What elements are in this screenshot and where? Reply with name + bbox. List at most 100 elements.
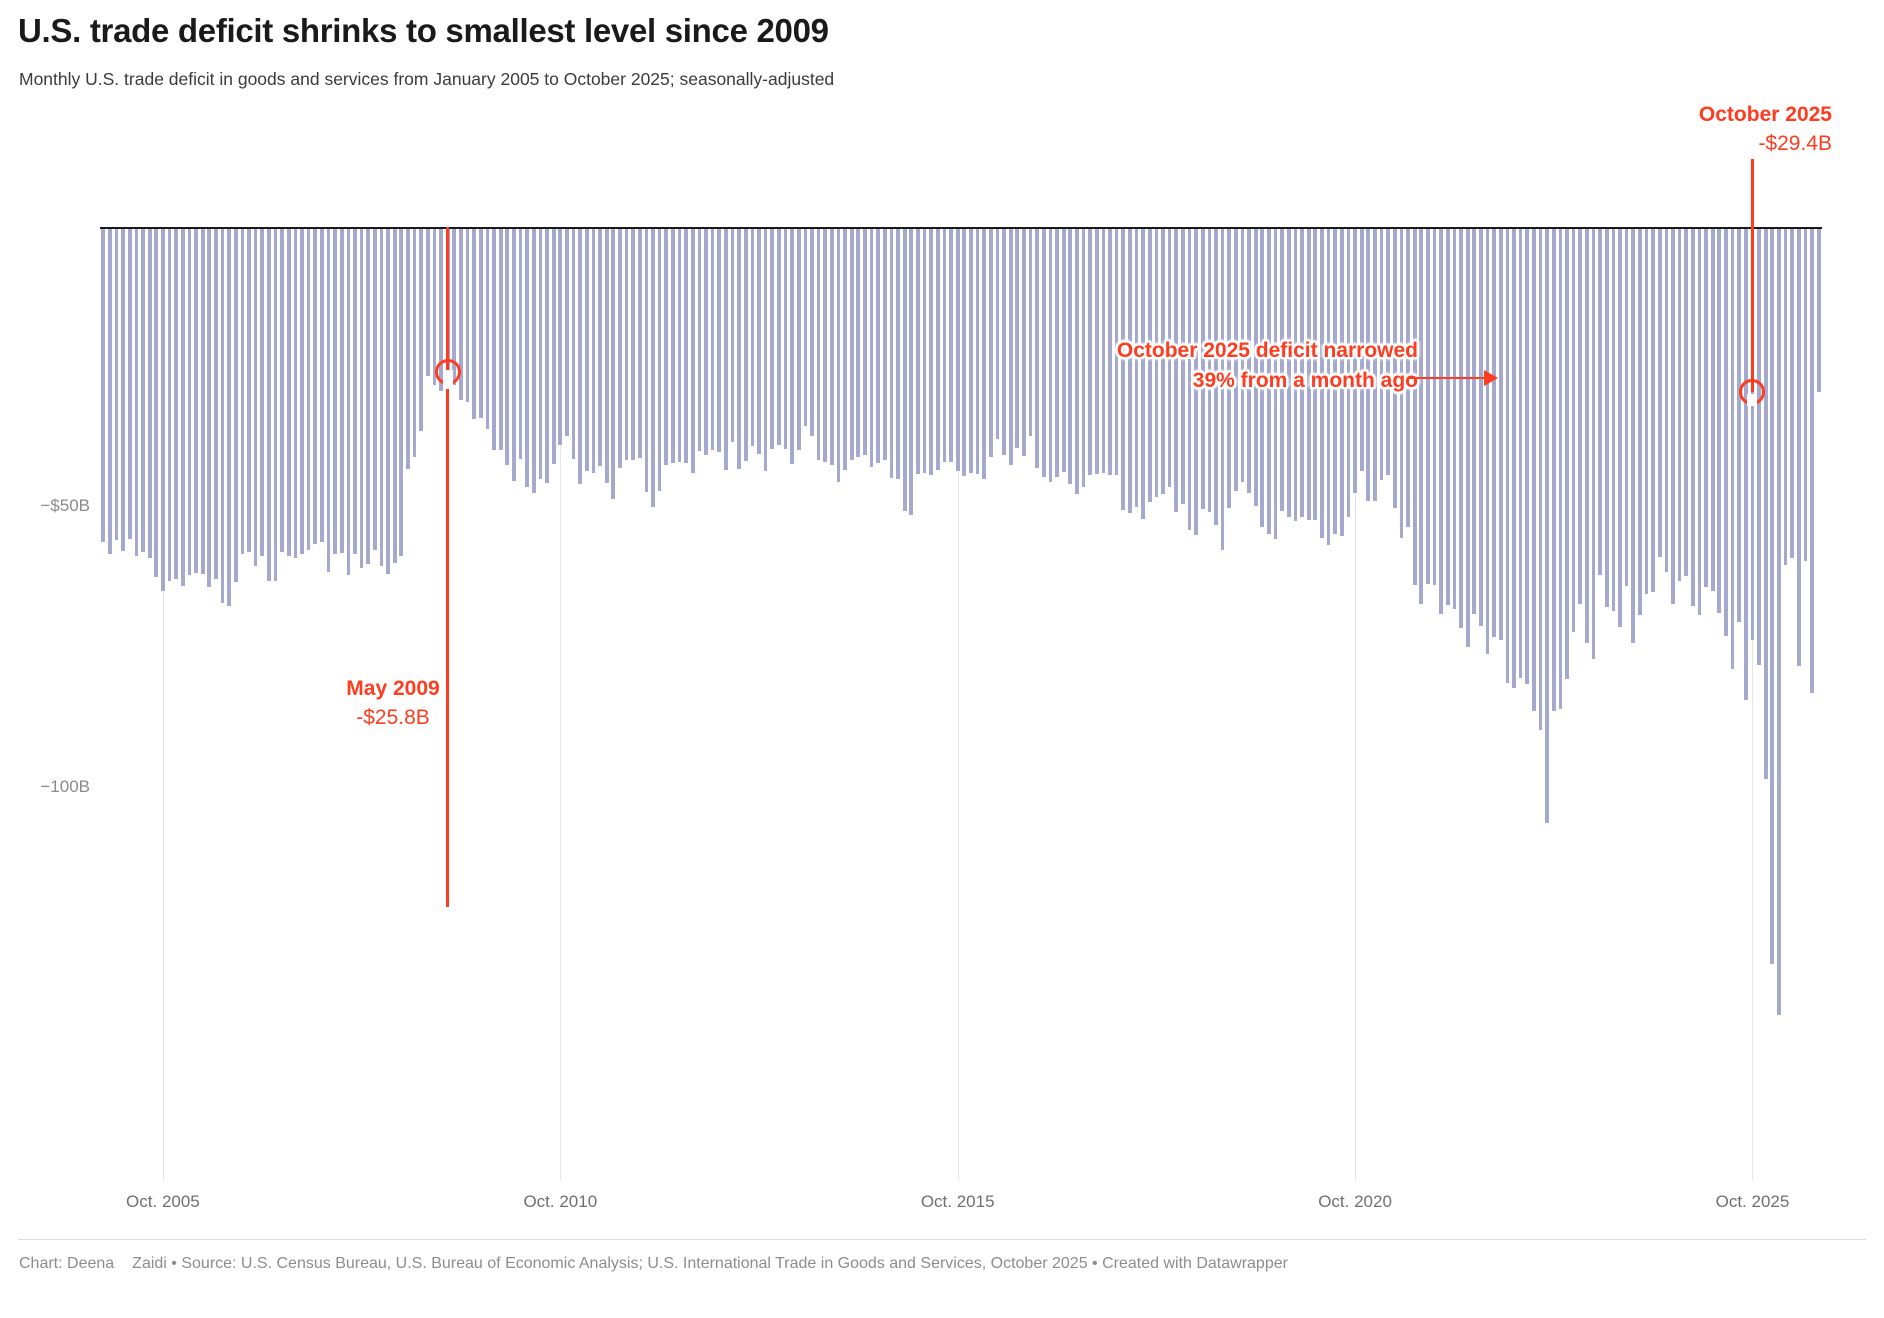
bar [154, 227, 159, 577]
x-tick-label: Oct. 2005 [126, 1192, 200, 1211]
bar [829, 227, 834, 465]
bar [465, 227, 470, 403]
bar [1174, 227, 1179, 512]
bar [293, 227, 298, 559]
bar [1333, 227, 1338, 534]
annotation-arrow-head [1484, 370, 1498, 386]
bar [737, 227, 741, 469]
bar [724, 227, 728, 470]
bar [1240, 227, 1245, 483]
bar [1373, 227, 1377, 502]
bar [406, 227, 410, 470]
bar [512, 227, 516, 481]
bar [836, 227, 841, 483]
bar [1128, 227, 1132, 513]
annotation-narrowed-line2: 39% from a month ago [1192, 369, 1418, 392]
x-tick-label: Oct. 2015 [920, 1192, 995, 1211]
bar [1419, 227, 1424, 604]
bar [1690, 227, 1695, 606]
bar [1280, 227, 1285, 511]
bar [1028, 227, 1033, 437]
bar [1167, 227, 1172, 487]
bar [942, 227, 947, 462]
annotation-october-2025-label: October 2025 [1698, 103, 1832, 126]
bar [1750, 227, 1755, 640]
bar [247, 227, 251, 553]
bar [1631, 227, 1636, 643]
gridline-vertical [1752, 227, 1754, 1180]
bar [551, 227, 556, 465]
bar [1366, 227, 1371, 502]
bar [1200, 227, 1205, 509]
bar [684, 227, 688, 463]
bar [803, 227, 808, 426]
bar [856, 227, 861, 458]
bar [1161, 227, 1165, 494]
bar [697, 227, 702, 452]
bar [1055, 227, 1059, 478]
bar [1114, 227, 1119, 475]
bar [267, 227, 271, 581]
bar [1108, 227, 1112, 475]
bar [796, 227, 801, 450]
bar [1777, 227, 1781, 1015]
bar-series [100, 227, 1822, 1180]
bar [432, 227, 437, 385]
bar [1472, 227, 1477, 614]
bar [896, 227, 900, 480]
bar [1346, 227, 1351, 517]
bar [207, 227, 212, 587]
bar [1743, 227, 1748, 701]
bar [1220, 227, 1225, 551]
x-tick-label: Oct. 2010 [523, 1192, 598, 1211]
bar [618, 227, 622, 469]
bar [1677, 227, 1682, 582]
x-tick-label: Oct. 2025 [1715, 1192, 1790, 1211]
bar [174, 227, 178, 580]
bar [1154, 227, 1159, 497]
bar [114, 227, 119, 540]
footer-source: Zaidi • Source: U.S. Census Bureau, U.S.… [132, 1255, 1288, 1272]
bar [1624, 227, 1629, 587]
bar [935, 227, 940, 470]
bar [1181, 227, 1185, 504]
bar [909, 227, 914, 515]
bar [631, 227, 635, 461]
bar [1512, 227, 1516, 689]
bar [1532, 227, 1536, 711]
bar [1717, 227, 1722, 614]
bar [565, 227, 569, 437]
gridline-vertical [1355, 227, 1357, 1180]
bar [260, 227, 265, 557]
bar [770, 227, 775, 449]
bar [1545, 227, 1549, 823]
bar [1618, 227, 1622, 627]
bar [1326, 227, 1331, 545]
bar [240, 227, 245, 554]
bar [710, 227, 715, 451]
bar [127, 227, 132, 539]
bar [1187, 227, 1192, 530]
annotation-may-2009: May 2009 -$25.8B [346, 674, 439, 732]
bar [1730, 227, 1735, 670]
bar [1604, 227, 1609, 608]
bar [1293, 227, 1298, 521]
bar [1359, 227, 1364, 471]
bar [353, 227, 357, 554]
bar [743, 227, 748, 462]
highlight-marker-gap [1747, 393, 1758, 406]
bar [757, 227, 761, 455]
bar [1465, 227, 1470, 648]
bar [1558, 227, 1563, 709]
bar [505, 227, 510, 465]
bar [823, 227, 828, 463]
bar [498, 227, 503, 450]
bar [810, 227, 814, 436]
page-subtitle: Monthly U.S. trade deficit in goods and … [19, 69, 835, 89]
bar [425, 227, 430, 377]
bar [273, 227, 278, 581]
bar [1412, 227, 1417, 586]
bar [392, 227, 397, 563]
bar [777, 227, 781, 446]
